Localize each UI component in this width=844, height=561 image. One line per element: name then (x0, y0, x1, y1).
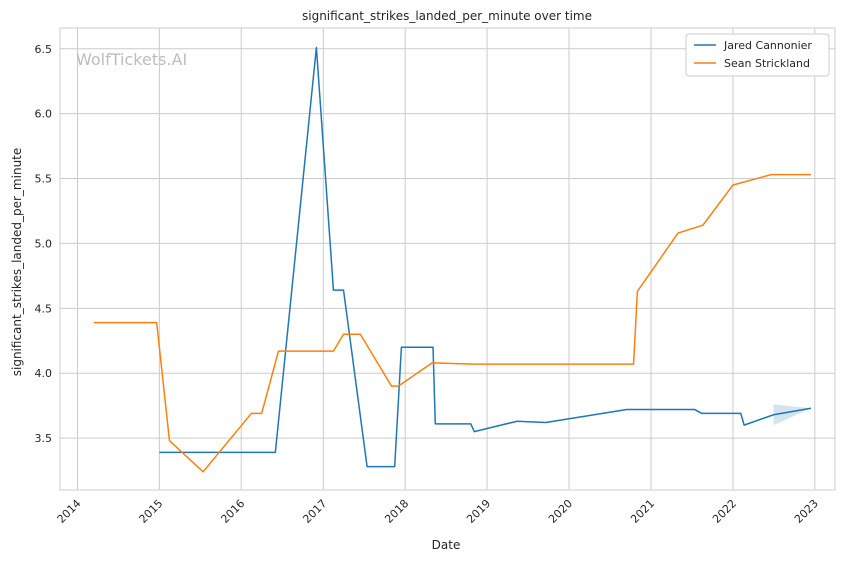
y-tick-label: 6.0 (35, 108, 53, 121)
legend-label-jared-cannonier: Jared Cannonier (723, 39, 812, 52)
y-tick-label: 5.0 (35, 237, 53, 250)
x-tick-label: 2019 (464, 497, 493, 526)
x-tick-label: 2014 (55, 497, 84, 526)
legend-box (685, 33, 830, 77)
x-tick-label: 2022 (710, 497, 739, 526)
series-line-jared-cannonier (159, 46, 812, 468)
chart-title: significant_strikes_landed_per_minute ov… (302, 9, 592, 23)
x-tick-label: 2016 (218, 497, 247, 526)
x-tick-label: 2018 (382, 497, 411, 526)
x-tick-label: 2015 (137, 497, 166, 526)
gridlines (60, 28, 835, 490)
x-tick-label: 2021 (628, 497, 657, 526)
plot-area (59, 27, 836, 491)
x-tick-label: 2020 (546, 497, 575, 526)
y-tick-label: 3.5 (35, 432, 53, 445)
watermark: WolfTickets.AI (76, 50, 187, 69)
x-tick-label: 2023 (792, 497, 821, 526)
y-tick-label: 4.5 (35, 302, 53, 315)
series-line-sean-strickland (93, 173, 811, 473)
x-tick-label: 2017 (300, 497, 329, 526)
legend-label-sean-strickland: Sean Strickland (724, 57, 810, 70)
y-tick-label: 4.0 (35, 367, 53, 380)
y-tick-label: 6.5 (35, 43, 53, 56)
x-axis-label: Date (432, 538, 461, 552)
y-tick-label: 5.5 (35, 173, 53, 186)
y-axis-ticks: 3.5 4.0 4.5 5.0 5.5 6.0 6.5 (35, 43, 53, 445)
y-axis-label: significant_strikes_landed_per_minute (10, 148, 24, 377)
legend: Jared Cannonier Sean Strickland (685, 33, 830, 77)
x-axis-ticks: 2014 2015 2016 2017 2018 2019 2020 2021 2022 2023 (55, 497, 821, 526)
series-layer (93, 46, 812, 473)
